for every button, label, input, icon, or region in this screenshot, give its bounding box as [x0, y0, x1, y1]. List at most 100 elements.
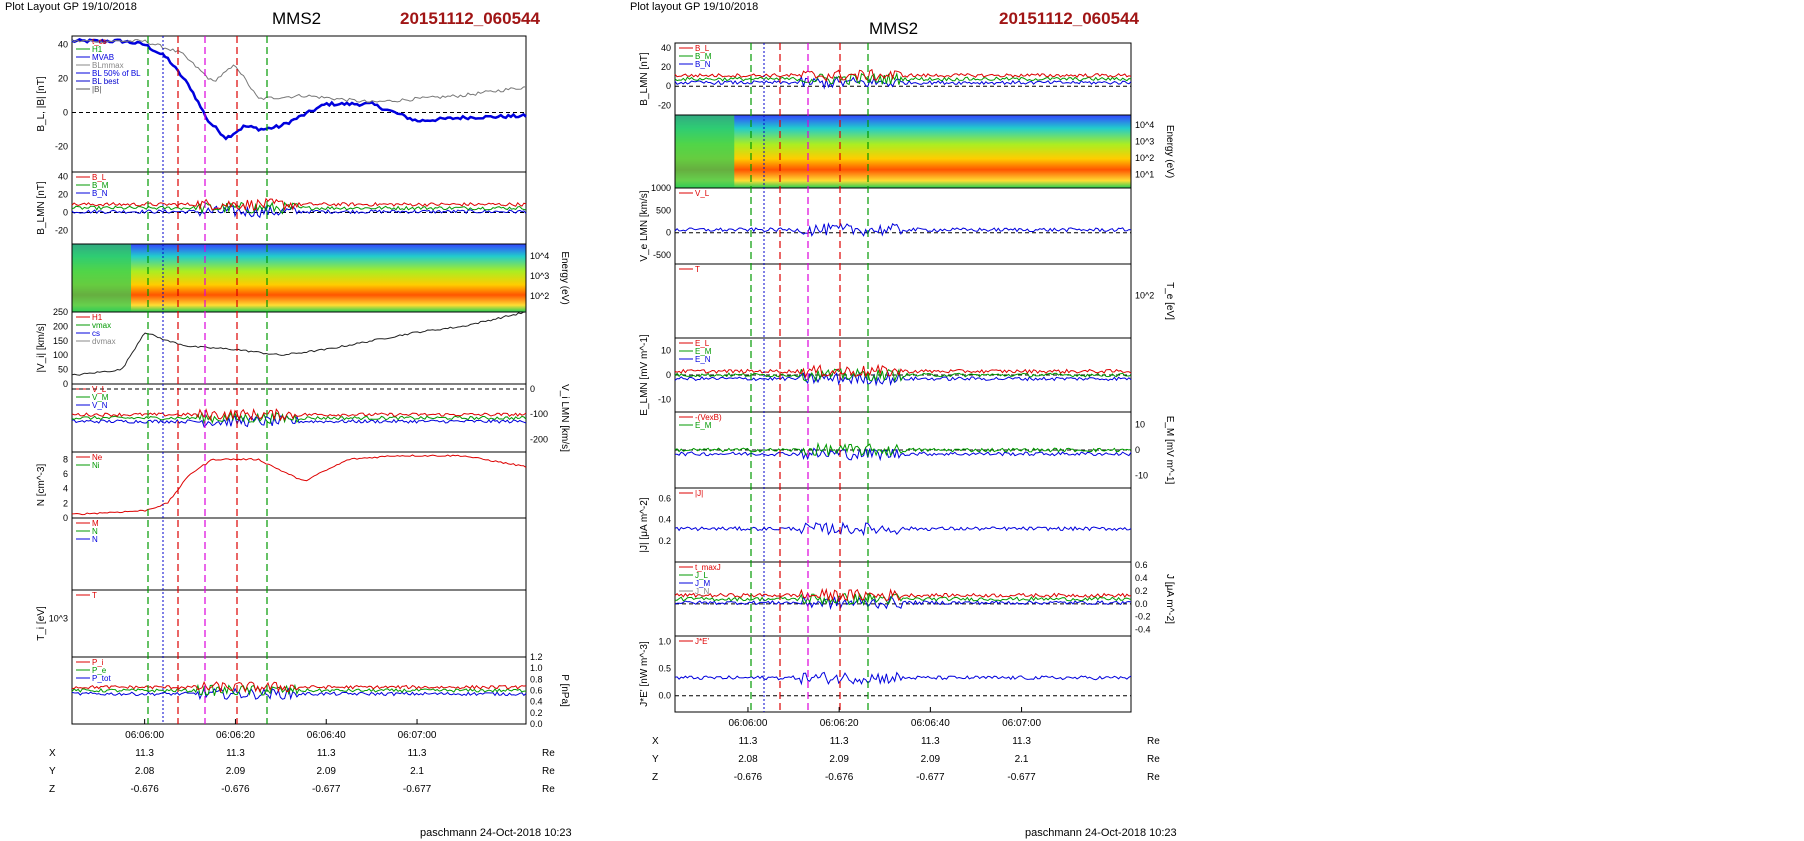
- ytick-label: 0.6: [658, 494, 671, 504]
- series-ne: [71, 454, 527, 516]
- ylabel-L6: N [cm^-3]: [36, 464, 47, 507]
- trace: [674, 75, 1132, 90]
- trace: [674, 222, 1132, 237]
- ytick-label: 10^2: [1135, 291, 1154, 301]
- legend-label: B_L: [695, 44, 710, 53]
- legend-label: cs: [92, 329, 100, 338]
- ytick-label: 1000: [651, 183, 671, 193]
- left-event-id: 20151112_060544: [400, 9, 540, 28]
- panel-frame-R3: [674, 187, 1132, 265]
- ytick-label: 0.0: [530, 719, 543, 729]
- ytick-label: 1.0: [658, 636, 671, 646]
- legend-label: V_N: [92, 401, 108, 410]
- left-plot-layout-label: Plot Layout GP 19/10/2018: [5, 1, 137, 13]
- panel-R5: [674, 337, 1132, 413]
- ytick-label: -20: [658, 100, 671, 110]
- panel-R3: [674, 187, 1132, 265]
- ytick-label: 40: [661, 43, 671, 53]
- orbit-value: -0.676: [221, 784, 250, 795]
- orbit-value: 2.08: [738, 754, 758, 765]
- ytick-label: 4: [63, 484, 68, 494]
- ytick-label: 100: [53, 350, 68, 360]
- legend-label: Ni: [92, 461, 100, 470]
- right-event-id: 20151112_060544: [999, 9, 1139, 28]
- orbit-value: 2.1: [1015, 754, 1029, 765]
- ylabel-R8: J [μA m^-2]: [1164, 574, 1175, 624]
- trace: [674, 68, 1132, 82]
- legend-label: -(VexB): [695, 413, 722, 422]
- ylabel-R5: E_LMN [mV m^-1]: [639, 334, 650, 416]
- ytick-label: -20: [55, 142, 68, 152]
- ytick-label: 2: [63, 498, 68, 508]
- orbit-unit: Re: [1147, 772, 1160, 783]
- legend-label: Ne: [92, 453, 103, 462]
- orbit-row-label: X: [652, 736, 659, 747]
- series--v-i-: [71, 311, 527, 376]
- ytick-label: -20: [55, 226, 68, 236]
- ytick-label: 0.0: [1135, 599, 1148, 609]
- ytick-label: 0.2: [1135, 586, 1148, 596]
- legend-label: J_M: [695, 579, 710, 588]
- panel-frame-L2: [71, 171, 527, 245]
- panel-frame-L7: [71, 517, 527, 591]
- panel-frame-R8: [674, 561, 1132, 637]
- ytick-label: 10^1: [1135, 170, 1154, 180]
- legend-label: V_L: [695, 189, 710, 198]
- right-spacecraft-title: MMS2: [869, 19, 919, 38]
- ytick-label: 6: [63, 469, 68, 479]
- legend-label: B_N: [92, 189, 108, 198]
- legend-label: |B|: [92, 85, 102, 94]
- orbit-unit: Re: [1147, 736, 1160, 747]
- legend-label: T: [92, 591, 97, 600]
- legend-label: t_cs: [92, 37, 107, 46]
- ytick-label: 10^2: [530, 291, 549, 301]
- panel-R6: [674, 411, 1132, 489]
- trace: [71, 197, 527, 212]
- ytick-label: 200: [53, 321, 68, 331]
- legend-label: B_N: [695, 60, 711, 69]
- trace: [674, 595, 1132, 611]
- orbit-value: -0.677: [403, 784, 432, 795]
- legend-label: N: [92, 527, 98, 536]
- legend-label: vmax: [92, 321, 111, 330]
- ytick-label: 0.2: [658, 536, 671, 546]
- panel-L7: [71, 517, 527, 591]
- ytick-label: 10^2: [1135, 153, 1154, 163]
- xtick-label: 06:07:00: [1002, 718, 1041, 729]
- panel-R9: [674, 635, 1132, 713]
- panel-frame-L8: [71, 589, 527, 658]
- panel-L4: [71, 311, 527, 385]
- orbit-value: -0.677: [916, 772, 945, 783]
- ytick-label: -10: [1135, 470, 1148, 480]
- trace: [71, 687, 527, 701]
- panel-frame-L4: [71, 311, 527, 385]
- ytick-label: 10^3: [49, 614, 68, 624]
- orbit-value: -0.676: [825, 772, 854, 783]
- legend-label: E_M: [695, 347, 712, 356]
- legend-label: BLmmax: [92, 61, 124, 70]
- panel-frame-R4: [674, 263, 1132, 339]
- orbit-unit: Re: [542, 784, 555, 795]
- trace: [674, 587, 1132, 603]
- trace: [71, 411, 527, 425]
- ytick-label: -500: [653, 250, 671, 260]
- ytick-label: 0.6: [530, 686, 543, 696]
- legend-label: |J|: [695, 489, 703, 498]
- trace: [71, 204, 527, 219]
- right-plot-layout-label: Plot layout GP 19/10/2018: [630, 1, 759, 13]
- ytick-label: 500: [656, 205, 671, 215]
- ylabel-R9: J*E' [nW m^-3]: [639, 641, 650, 707]
- orbit-row-label: X: [49, 748, 56, 759]
- legend-label: BL best: [92, 77, 120, 86]
- ylabel-L5: V_i LMN [km/s]: [559, 384, 570, 452]
- right-footer: paschmann 24-Oct-2018 10:23: [1025, 827, 1177, 839]
- legend-label: M: [92, 519, 99, 528]
- legend-label: MVAB: [92, 53, 114, 62]
- trace: [674, 521, 1132, 537]
- xtick-label: 06:07:00: [398, 730, 437, 741]
- orbit-value: 11.3: [1012, 736, 1031, 747]
- ytick-label: 0: [63, 108, 68, 118]
- panel-L9: [71, 656, 527, 725]
- ytick-label: 40: [58, 40, 68, 50]
- orbit-row-label: Y: [49, 766, 56, 777]
